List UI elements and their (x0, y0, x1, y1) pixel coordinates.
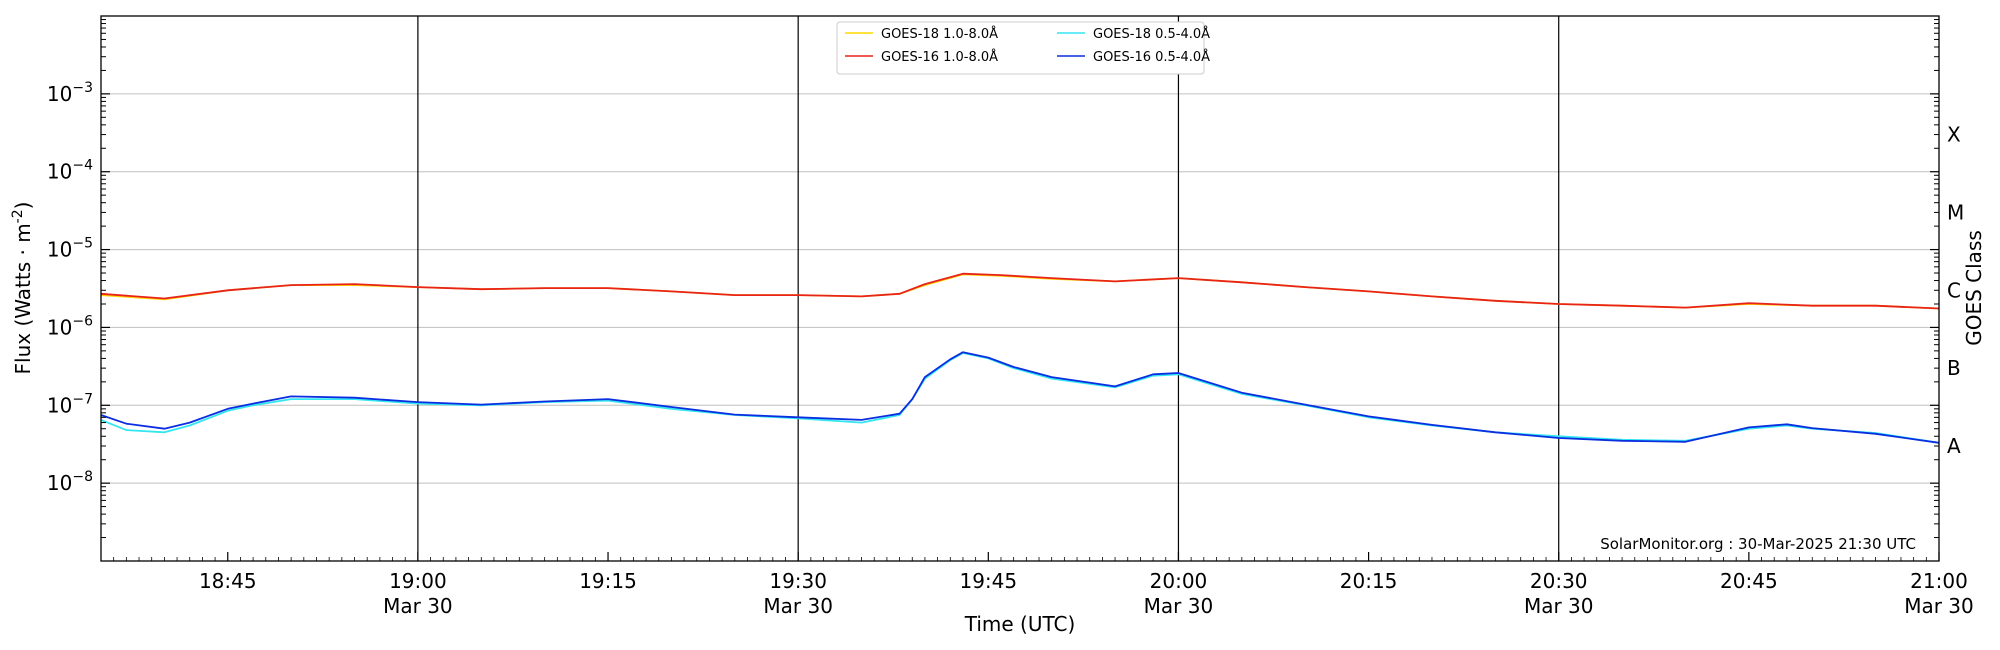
x-tick-date-9: Mar 30 (1904, 594, 1974, 618)
goes-class-axis-label: GOES Class (1962, 230, 1986, 346)
grid (101, 93, 1939, 484)
legend-label-3: GOES-16 0.5-4.0Å (1093, 49, 1210, 65)
goes-class-X: X (1947, 123, 1961, 147)
y-axis-ticks: 10−8 10−7 10−6 10−5 10−4 10−3 (47, 19, 1939, 539)
y-tick-label-3: 10−5 (47, 236, 93, 262)
x-tick-date-3: Mar 30 (763, 594, 833, 618)
x-tick-label-7: 20:30 (1530, 569, 1588, 593)
x-tick-label-8: 20:45 (1720, 569, 1778, 593)
goes-class-A: A (1947, 434, 1961, 458)
y-tick-label-0: 10−8 (47, 469, 93, 495)
goes-class-labels: A B C M X (1947, 123, 1964, 458)
x-tick-date-7: Mar 30 (1524, 594, 1594, 618)
legend: GOES-18 1.0-8.0Å GOES-16 1.0-8.0Å GOES-18 … (836, 21, 1210, 75)
watermark: SolarMonitor.org : 30-Mar-2025 21:30 UTC (1600, 535, 1916, 553)
y-axis-label-exponent: -2 (10, 209, 26, 223)
x-tick-label-0: 18:45 (199, 569, 257, 593)
x-tick-date-5: Mar 30 (1144, 594, 1214, 618)
goes-class-C: C (1947, 278, 1961, 302)
x-axis-label: Time (UTC) (964, 612, 1076, 636)
series-lines (100, 272, 1940, 444)
legend-label-2: GOES-18 0.5-4.0Å (1093, 26, 1210, 42)
plot-frame (100, 15, 1940, 562)
x-tick-label-2: 19:15 (579, 569, 637, 593)
goes-class-M: M (1947, 200, 1964, 224)
y-axis-label-text: Flux (Watts · m (11, 223, 35, 374)
x-tick-label-5: 20:00 (1150, 569, 1208, 593)
y-axis-label-close: ) (11, 202, 35, 210)
x-tick-label-3: 19:30 (769, 569, 827, 593)
legend-label-1: GOES-16 1.0-8.0Å (881, 49, 998, 65)
x-tick-label-6: 20:15 (1340, 569, 1398, 593)
series-line-1 (100, 272, 1940, 310)
legend-label-0: GOES-18 1.0-8.0Å (881, 26, 998, 42)
x-tick-label-9: 21:00 (1910, 569, 1968, 593)
goes-class-B: B (1947, 356, 1961, 380)
y-tick-label-5: 10−3 (47, 80, 93, 106)
x-tick-label-4: 19:45 (959, 569, 1017, 593)
half-hour-lines (417, 16, 1560, 561)
y-tick-label-1: 10−7 (47, 391, 93, 417)
x-tick-date-1: Mar 30 (383, 594, 453, 618)
y-tick-label-4: 10−4 (47, 158, 93, 184)
y-axis-label: Flux (Watts · m-2) (10, 202, 35, 375)
legend-box (836, 21, 1205, 75)
series-line-3 (100, 351, 1940, 444)
x-tick-label-1: 19:00 (389, 569, 447, 593)
y-tick-label-2: 10−6 (47, 313, 93, 339)
